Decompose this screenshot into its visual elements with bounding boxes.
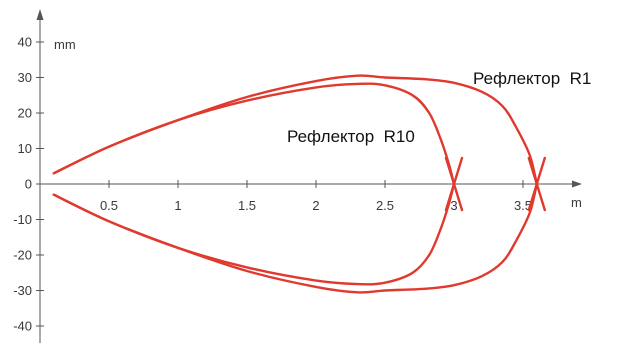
x-tick-label: 0.5	[100, 198, 118, 213]
x-tick-label: 2.5	[376, 198, 394, 213]
y-tick-label: 10	[18, 141, 32, 156]
x-tick-label: 3.5	[514, 198, 532, 213]
x-tick-label: 1.5	[238, 198, 256, 213]
y-tick-label: -40	[13, 319, 32, 334]
series-r10-upper-curve	[52, 82, 456, 186]
y-axis-unit-label: mm	[54, 37, 76, 52]
series-r1-cross-b	[527, 156, 546, 212]
y-tick-label: 0	[25, 177, 32, 192]
x-axis-unit-label: m	[571, 195, 582, 210]
y-tick-label: -20	[13, 248, 32, 263]
series-label-r1: Рефлектор R1	[473, 69, 591, 88]
series-label-r10: Рефлектор R10	[287, 127, 415, 146]
y-tick-label: 20	[18, 106, 32, 121]
x-axis-arrow	[572, 180, 582, 188]
x-tick-label: 1	[174, 198, 181, 213]
y-tick-label: -30	[13, 283, 32, 298]
x-axis-ticks: 0.5 1 1.5 2 2.5 3 3.5	[100, 180, 532, 213]
series-r10-lower-curve	[52, 182, 456, 286]
y-tick-label: -10	[13, 212, 32, 227]
y-axis-arrow	[36, 9, 44, 20]
y-tick-label: 40	[18, 35, 32, 50]
x-tick-label: 2	[312, 198, 319, 213]
y-axis-ticks: 40 30 20 10 0 -10 -20 -30 -40	[13, 35, 44, 334]
series-curves	[52, 74, 546, 294]
axes	[36, 9, 582, 343]
series-r10-cross-b	[444, 156, 464, 212]
x-tick-label: 3	[450, 198, 457, 213]
y-tick-label: 30	[18, 70, 32, 85]
